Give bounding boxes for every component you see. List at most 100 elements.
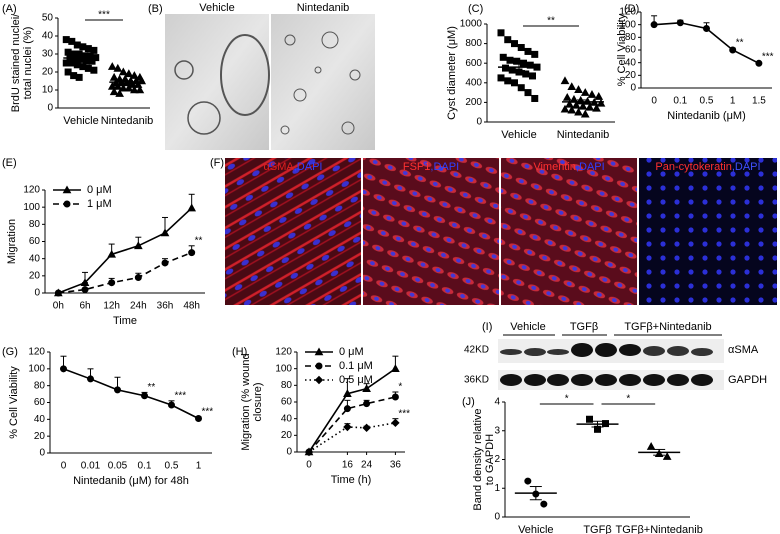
point: [560, 104, 570, 113]
point: [124, 69, 134, 78]
y-axis-label: BrdU stained nuclei/: [10, 13, 22, 112]
stain: FSP1: [403, 161, 431, 173]
point: [560, 76, 570, 85]
legend-label: 1 μM: [87, 198, 112, 210]
x-tick-label: 0.1: [673, 96, 687, 107]
x-tick-label: 6h: [79, 301, 90, 312]
point: [304, 447, 314, 457]
y-tick-label: 0: [476, 117, 482, 128]
y-tick-label: 200: [465, 97, 482, 108]
point: [511, 40, 518, 48]
point: [187, 203, 197, 212]
significance-label: *: [565, 394, 569, 405]
panel-label: (E): [2, 157, 17, 169]
point: [755, 59, 763, 67]
panel-label: (F): [210, 157, 224, 169]
x-tick-label: Nintedanib: [557, 129, 610, 141]
y-tick-label: 2: [494, 454, 500, 465]
point: [567, 82, 577, 91]
point: [504, 36, 512, 44]
y-tick-label: 20: [281, 430, 293, 441]
significance-label: ***: [398, 408, 410, 419]
point: [562, 92, 572, 101]
x-tick-label: 0: [306, 460, 312, 471]
y-tick-label: 20: [34, 431, 46, 442]
point: [124, 83, 134, 92]
point: [107, 249, 117, 258]
x-tick-label: Vehicle: [501, 129, 536, 141]
y-tick-label: 120: [619, 7, 636, 18]
point: [90, 46, 98, 54]
point: [522, 70, 530, 78]
point: [580, 88, 590, 96]
y-axis-label: Band density relative: [472, 408, 484, 510]
series-line: [58, 251, 192, 294]
x-tick-label: 0: [651, 96, 657, 107]
stain: Pan-cytokeratin: [655, 161, 731, 173]
point: [524, 477, 532, 485]
x-tick-label: 16: [342, 460, 354, 471]
y-tick-label: 80: [34, 380, 46, 391]
significance-label: **: [547, 16, 555, 27]
stain-label: Vimentin,DAPI: [533, 161, 604, 173]
x-axis-label: Time (h): [331, 474, 372, 486]
point: [195, 414, 202, 422]
counterstain: ,DAPI: [576, 161, 605, 173]
point: [524, 89, 532, 97]
x-tick-label: 1: [730, 96, 736, 107]
stain-label: Pan-cytokeratin,DAPI: [655, 161, 760, 173]
significance-label: **: [736, 38, 744, 49]
point: [540, 500, 548, 508]
series-line: [308, 422, 396, 453]
y-axis-label: Cyst diameter (μM): [446, 26, 458, 120]
x-tick-label: 0: [61, 461, 67, 472]
y-axis-label: total nuclei (%): [22, 27, 34, 100]
point: [650, 21, 658, 29]
y-tick-label: 0: [494, 512, 500, 523]
point: [511, 79, 518, 87]
blot: [498, 339, 724, 390]
y-tick-label: 60: [625, 45, 637, 56]
counterstain: ,DAPI: [732, 161, 761, 173]
point: [585, 102, 595, 111]
y-tick-label: 3: [494, 425, 500, 436]
x-tick-label: Vehicle: [63, 115, 98, 127]
legend-label: 0.5 μM: [339, 374, 373, 386]
point: [517, 84, 525, 92]
point: [574, 85, 583, 93]
point: [531, 50, 539, 58]
x-tick-label: 0.1: [138, 461, 152, 472]
legend-marker: [315, 362, 323, 370]
point: [565, 99, 574, 108]
x-tick-label: Vehicle: [518, 524, 553, 534]
point: [586, 415, 593, 423]
x-tick-label: 12h: [103, 301, 120, 312]
y-tick-label: 20: [29, 270, 41, 281]
group-label: TGFβ+Nintedanib: [624, 321, 711, 333]
point: [524, 47, 532, 55]
point: [88, 57, 96, 65]
y-tick-label: 40: [29, 253, 41, 264]
point: [130, 85, 139, 94]
y-tick-label: 0: [47, 103, 53, 114]
y-tick-label: 4: [494, 397, 500, 408]
y-tick-label: 120: [23, 185, 40, 196]
significance-label: **: [195, 235, 203, 246]
point: [531, 94, 539, 102]
y-tick-label: 1000: [460, 19, 483, 30]
y-tick-label: 100: [28, 363, 45, 374]
legend-label: 0.1 μM: [339, 360, 373, 372]
protein-label: αSMA: [728, 344, 759, 356]
point: [188, 249, 196, 257]
size-label: 36KD: [464, 375, 489, 386]
point: [574, 107, 583, 116]
point: [109, 72, 119, 81]
y-tick-label: 1: [494, 483, 500, 494]
point: [497, 29, 505, 37]
point: [118, 67, 128, 76]
panel-label: (A): [2, 3, 17, 15]
point: [497, 74, 505, 82]
y-tick-label: 10: [42, 85, 54, 96]
y-axis-label: closure): [252, 382, 264, 421]
x-tick-label: 0.5: [165, 461, 179, 472]
